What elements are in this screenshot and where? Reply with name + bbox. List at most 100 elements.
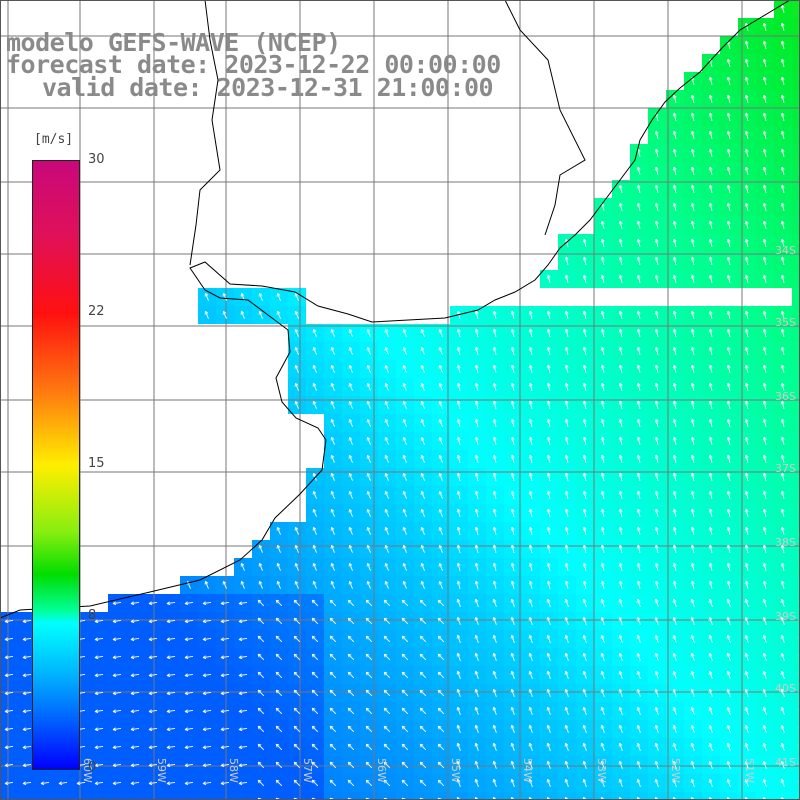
wind-arrow-head: [708, 671, 711, 675]
wind-arrow-head: [295, 310, 299, 314]
wind-arrow: [493, 400, 497, 410]
wind-arrow-head: [745, 472, 749, 476]
wind-arrow: [401, 761, 409, 769]
wind-arrow-head: [564, 707, 567, 711]
wind-arrow-head: [654, 310, 657, 315]
wind-arrow-head: [744, 454, 747, 459]
wind-arrow-head: [474, 653, 477, 657]
wind-arrow: [493, 671, 497, 679]
wind-arrow-head: [492, 671, 495, 675]
wind-arrow-head: [439, 328, 443, 332]
wind-arrow: [781, 472, 785, 482]
wind-arrow-head: [762, 508, 765, 513]
border-line: [504, 0, 586, 236]
wind-arrow: [709, 220, 713, 230]
wind-arrow: [529, 635, 533, 643]
wind-cell: [792, 90, 800, 108]
wind-arrow-head: [529, 598, 533, 602]
wind-arrow-head: [655, 436, 659, 440]
wind-arrow: [365, 689, 373, 697]
wind-arrow: [148, 745, 158, 749]
wind-arrow: [691, 707, 695, 715]
wind-arrow-head: [745, 760, 749, 764]
wind-arrow: [166, 763, 176, 767]
wind-arrow: [637, 274, 641, 284]
wind-arrow: [311, 779, 319, 787]
wind-arrow: [475, 400, 479, 410]
wind-arrow-head: [762, 544, 765, 549]
wind-arrow: [511, 599, 515, 607]
wind-arrow: [385, 509, 389, 517]
wind-arrow-head: [564, 454, 567, 459]
wind-arrow-head: [293, 780, 296, 784]
wind-cell: [792, 270, 800, 288]
wind-arrow: [601, 328, 605, 338]
wind-arrow: [781, 490, 785, 500]
wind-arrow-head: [727, 598, 731, 602]
wind-arrow: [419, 635, 427, 643]
wind-arrow-head: [546, 761, 549, 765]
wind-arrow-head: [583, 562, 587, 566]
wind-arrow-head: [367, 562, 371, 566]
wind-arrow: [547, 761, 551, 769]
wind-arrow: [655, 454, 659, 464]
wind-arrow: [349, 545, 353, 553]
wind-arrow-head: [673, 202, 677, 206]
wind-arrow: [601, 346, 605, 356]
wind-arrow-head: [619, 274, 623, 278]
wind-arrow-head: [709, 382, 713, 386]
wind-arrow-head: [456, 472, 459, 477]
wind-arrow: [241, 581, 245, 589]
wind-arrow-head: [331, 580, 335, 584]
wind-arrow: [367, 437, 371, 445]
wind-arrow-head: [130, 639, 135, 642]
wind-arrow: [259, 545, 263, 553]
wind-arrow-head: [385, 526, 389, 530]
border-line: [189, 0, 221, 266]
wind-arrow-head: [673, 508, 677, 512]
wind-arrow-head: [691, 166, 695, 170]
wind-arrow: [148, 637, 158, 641]
wind-arrow-head: [419, 762, 422, 766]
wind-arrow-head: [618, 562, 621, 567]
wind-arrow-head: [205, 292, 209, 296]
wind-arrow-head: [493, 778, 497, 782]
wind-arrow: [383, 599, 391, 607]
wind-arrow-head: [457, 670, 461, 674]
wind-arrow: [763, 653, 767, 661]
wind-arrow: [457, 689, 461, 697]
wind-arrow-head: [673, 94, 677, 98]
wind-arrow-head: [654, 418, 657, 423]
wind-arrow-head: [672, 617, 675, 621]
wind-arrow: [727, 40, 731, 50]
wind-arrow-head: [636, 454, 639, 459]
wind-arrow: [781, 635, 785, 643]
wind-arrow-head: [275, 762, 278, 766]
wind-arrow: [493, 797, 496, 800]
wind-arrow-head: [673, 724, 677, 728]
wind-arrow: [401, 671, 409, 679]
wind-arrow: [329, 761, 337, 769]
wind-arrow-head: [94, 639, 99, 642]
wind-arrow-head: [474, 400, 477, 405]
wind-arrow-head: [331, 436, 335, 440]
wind-arrow-head: [565, 742, 569, 746]
wind-arrow-head: [492, 526, 495, 531]
wind-arrow-head: [439, 526, 443, 530]
wind-arrow-head: [582, 472, 585, 477]
wind-arrow-head: [457, 544, 461, 548]
wind-arrow-head: [637, 364, 641, 368]
wind-arrow: [745, 599, 749, 607]
wind-arrow: [763, 599, 767, 607]
wind-cell: [792, 702, 800, 720]
wind-arrow-head: [166, 657, 171, 660]
wind-arrow: [511, 418, 515, 428]
wind-arrow: [94, 727, 104, 731]
wind-arrow-head: [637, 490, 641, 494]
wind-arrow-head: [510, 580, 513, 585]
wind-arrow: [709, 238, 713, 248]
wind-arrow: [655, 418, 659, 428]
wind-arrow-head: [690, 400, 693, 405]
wind-arrow: [727, 743, 731, 751]
wind-arrow-head: [690, 238, 693, 243]
